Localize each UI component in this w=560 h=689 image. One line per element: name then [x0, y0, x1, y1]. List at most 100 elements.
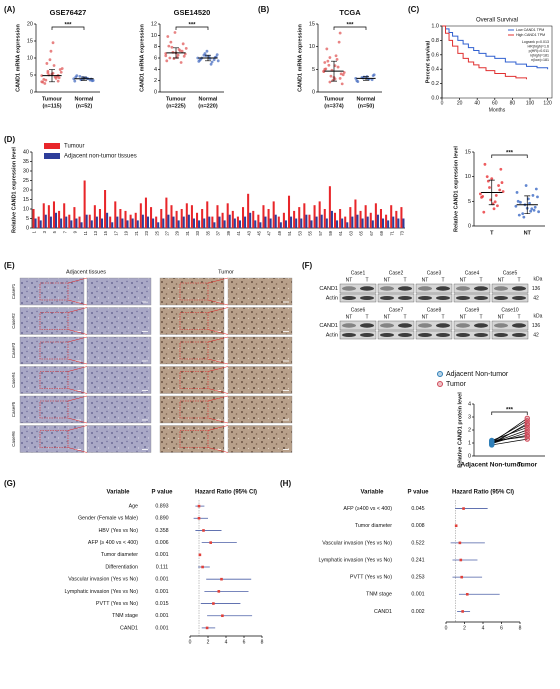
tissue-image [159, 366, 225, 394]
variable-label: TNM stage [366, 592, 392, 598]
x-tick-label: 31 [185, 230, 190, 235]
bar [160, 209, 163, 228]
x-tick-label: 40 [474, 100, 480, 106]
blot-band [436, 323, 450, 328]
data-point [536, 195, 539, 199]
data-point [537, 210, 541, 214]
bar [54, 212, 58, 228]
bar [244, 216, 247, 228]
data-point [501, 190, 505, 193]
data-point [59, 70, 63, 74]
bar [139, 203, 142, 228]
tissue-image [86, 395, 152, 424]
y-tick-label: 1.0 [431, 23, 439, 29]
data-point [216, 59, 220, 63]
zoom-box [179, 430, 209, 448]
y-tick-label: 12 [151, 21, 157, 27]
blot-band [342, 296, 356, 300]
data-point [167, 44, 171, 48]
x-tick-label: 73 [400, 230, 405, 235]
blot-band [380, 323, 394, 328]
data-point [205, 49, 209, 53]
x-tick-label: 61 [338, 230, 343, 235]
data-point [57, 76, 61, 80]
lane-label: T [441, 277, 444, 283]
x-tick-label: 15 [103, 230, 108, 235]
tissue-image [86, 307, 152, 335]
bar [242, 207, 245, 228]
bar [315, 216, 318, 228]
x-tick-label: 100 [526, 100, 535, 106]
bar [136, 220, 139, 228]
bar [379, 209, 383, 228]
blot-strip [377, 293, 415, 303]
bar [254, 220, 257, 228]
blot-band [456, 286, 470, 291]
y-tick-label: 0.8 [431, 38, 439, 44]
bar [249, 212, 252, 228]
x-tick-label: 6 [243, 639, 246, 645]
blot-strip [415, 320, 453, 331]
lane-label: T [365, 277, 368, 283]
y-tick-label: 25 [23, 178, 29, 184]
bar [203, 218, 206, 228]
x-tick-count: (n=374) [324, 103, 344, 109]
p-value: 0.045 [411, 506, 424, 512]
y-axis-label: CAND1 mRNA expression [297, 24, 303, 92]
y-tick-label: 8 [154, 44, 157, 50]
x-tick-label: 49 [277, 230, 282, 235]
x-tick-label: 1 [32, 230, 37, 233]
data-point [500, 181, 504, 184]
x-tick-label: 0 [445, 625, 448, 631]
y-tick-label: 10 [27, 55, 33, 61]
y-axis-label: CAND1 mRNA expression [139, 24, 145, 92]
hazard-ratio [197, 516, 201, 520]
legend-label: Adjacent Non-tumor [446, 371, 509, 378]
tissue-image [86, 336, 152, 365]
data-point [176, 53, 180, 57]
bar [88, 214, 91, 228]
blot-strip [339, 293, 377, 303]
bar [223, 220, 226, 228]
protein-label: CAND1 [319, 286, 338, 292]
bar [341, 218, 344, 228]
bar [279, 222, 282, 228]
y-tick-label: 4 [154, 67, 157, 73]
bar [121, 218, 124, 228]
zoom-lines [67, 277, 88, 306]
bar [298, 207, 301, 228]
blot-strip [377, 330, 415, 340]
tissue-image [19, 425, 85, 453]
case-label: Case1 [351, 270, 366, 276]
y-axis-label: Relative CAND1 expression level [11, 147, 17, 233]
data-point [40, 74, 44, 78]
legend-swatch [44, 153, 60, 159]
bar [187, 214, 190, 228]
bar [264, 216, 267, 228]
bar [233, 218, 236, 228]
y-tick-label: 35 [23, 159, 29, 165]
data-point [524, 436, 530, 442]
significance-bracket [491, 411, 528, 415]
bar [320, 214, 323, 228]
bar [98, 209, 101, 228]
lane-label: NT [498, 277, 505, 283]
bar [287, 195, 291, 228]
x-tick-label: 4 [482, 625, 485, 631]
lane-label: T [517, 314, 520, 320]
blot-band [474, 323, 488, 328]
data-point [338, 77, 342, 80]
bar [104, 190, 107, 228]
blot-band [494, 296, 508, 300]
zoom-box [39, 430, 69, 448]
bar [290, 216, 293, 228]
bar [170, 205, 173, 228]
x-tick-label: 33 [195, 230, 200, 235]
bar [385, 214, 388, 228]
data-point [210, 60, 214, 64]
p-value: 0.001 [411, 592, 424, 598]
y-tick-label: 10 [465, 174, 471, 180]
bar [167, 214, 170, 228]
pair-line [491, 432, 528, 444]
row-label: Case#4 [11, 372, 16, 388]
